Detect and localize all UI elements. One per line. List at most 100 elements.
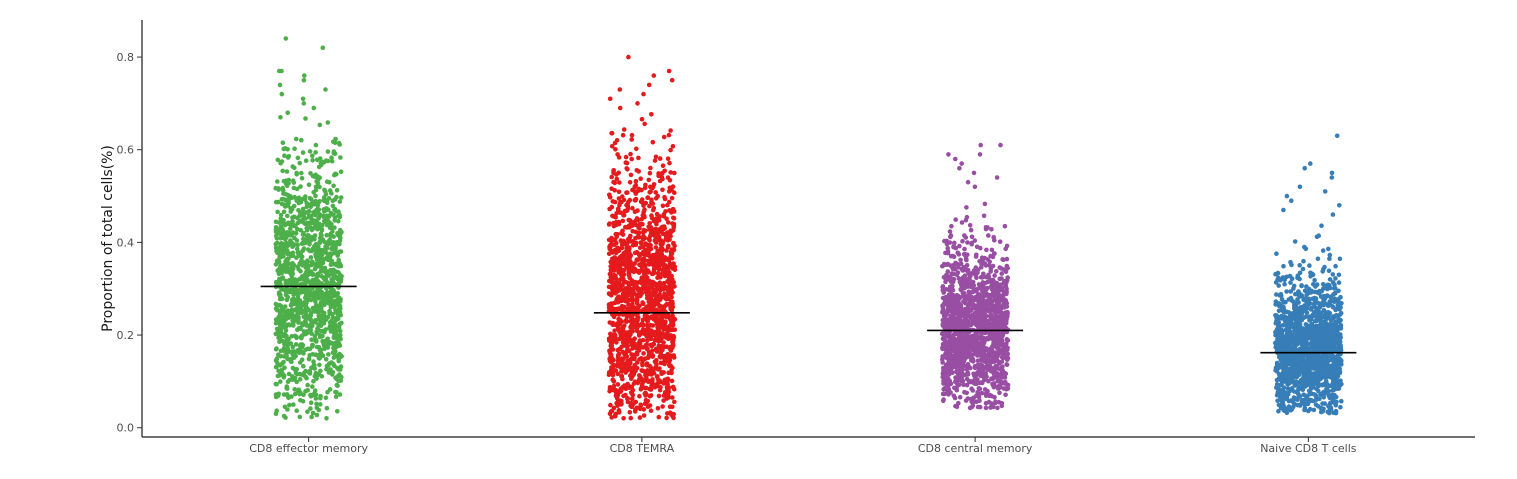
data-point <box>969 234 975 240</box>
data-point <box>994 175 1000 180</box>
data-point <box>299 176 305 181</box>
data-point <box>969 358 974 363</box>
data-point <box>633 179 639 184</box>
data-point <box>653 245 659 250</box>
data-point <box>671 223 677 228</box>
data-point <box>301 392 306 398</box>
data-point <box>632 197 638 203</box>
data-point <box>277 292 282 297</box>
data-point <box>666 189 672 194</box>
data-point <box>972 238 978 243</box>
data-point <box>324 366 329 372</box>
data-point <box>630 325 635 331</box>
data-point <box>306 370 312 376</box>
data-point <box>642 282 647 288</box>
data-point <box>627 329 633 334</box>
data-point <box>663 284 668 290</box>
data-point <box>659 336 664 341</box>
data-point <box>978 373 983 379</box>
data-point <box>645 325 651 330</box>
data-point <box>648 408 654 414</box>
data-point <box>1003 379 1008 385</box>
data-point <box>994 374 999 379</box>
data-point <box>996 292 1002 297</box>
data-point <box>294 298 299 303</box>
data-point <box>653 219 659 224</box>
data-point <box>948 287 953 293</box>
data-point <box>963 398 969 403</box>
data-point <box>625 396 630 401</box>
data-point <box>647 203 652 209</box>
data-point <box>310 352 316 357</box>
data-point <box>962 345 968 351</box>
data-point <box>998 142 1003 148</box>
data-point <box>943 311 949 317</box>
data-point <box>631 381 637 386</box>
data-point <box>611 168 616 173</box>
data-point <box>275 157 281 163</box>
data-point <box>946 295 952 301</box>
data-point <box>616 189 622 195</box>
data-point <box>333 375 338 381</box>
data-point <box>645 319 650 324</box>
data-point <box>312 237 317 242</box>
data-point <box>284 353 289 358</box>
data-point <box>623 154 629 160</box>
data-point <box>991 381 997 386</box>
data-point <box>655 265 660 271</box>
data-point <box>335 296 341 302</box>
data-point <box>1338 404 1343 410</box>
data-point <box>326 239 331 244</box>
data-point <box>642 391 648 396</box>
data-point <box>304 227 310 233</box>
data-point <box>653 332 659 337</box>
data-point <box>956 294 962 299</box>
data-point <box>997 390 1002 396</box>
data-point <box>953 156 958 162</box>
data-point <box>291 323 296 328</box>
data-point <box>953 217 958 222</box>
data-point <box>336 270 341 275</box>
data-point <box>329 298 335 304</box>
data-point <box>293 223 298 229</box>
data-point <box>327 311 333 317</box>
data-point <box>614 176 620 182</box>
data-point <box>971 352 976 357</box>
data-point <box>654 211 660 217</box>
data-point <box>1003 355 1008 360</box>
data-point <box>963 372 968 377</box>
data-point <box>627 180 633 185</box>
data-point <box>970 388 976 393</box>
data-point <box>292 165 297 171</box>
data-point <box>606 284 612 290</box>
data-point <box>296 347 302 353</box>
data-point <box>1000 304 1006 310</box>
data-point <box>665 380 670 386</box>
data-point <box>670 395 675 400</box>
data-point <box>285 243 291 248</box>
data-point <box>625 343 631 349</box>
data-point <box>290 344 296 350</box>
data-point <box>991 319 997 325</box>
data-point <box>298 227 304 233</box>
data-point <box>300 96 306 102</box>
data-point <box>627 410 633 415</box>
data-point <box>1315 300 1321 306</box>
data-point <box>312 261 318 267</box>
data-point <box>616 398 621 404</box>
data-point <box>612 414 618 419</box>
data-point <box>945 269 951 274</box>
data-point <box>275 199 281 205</box>
data-point <box>320 45 326 51</box>
data-point <box>662 168 667 174</box>
data-point <box>634 284 640 290</box>
data-point <box>285 147 290 152</box>
data-point <box>308 406 313 411</box>
data-point <box>612 180 618 186</box>
data-point <box>318 402 323 407</box>
data-point <box>661 340 666 345</box>
data-point <box>979 264 984 270</box>
data-point <box>658 355 663 360</box>
data-point <box>657 237 662 243</box>
data-point <box>303 194 308 199</box>
